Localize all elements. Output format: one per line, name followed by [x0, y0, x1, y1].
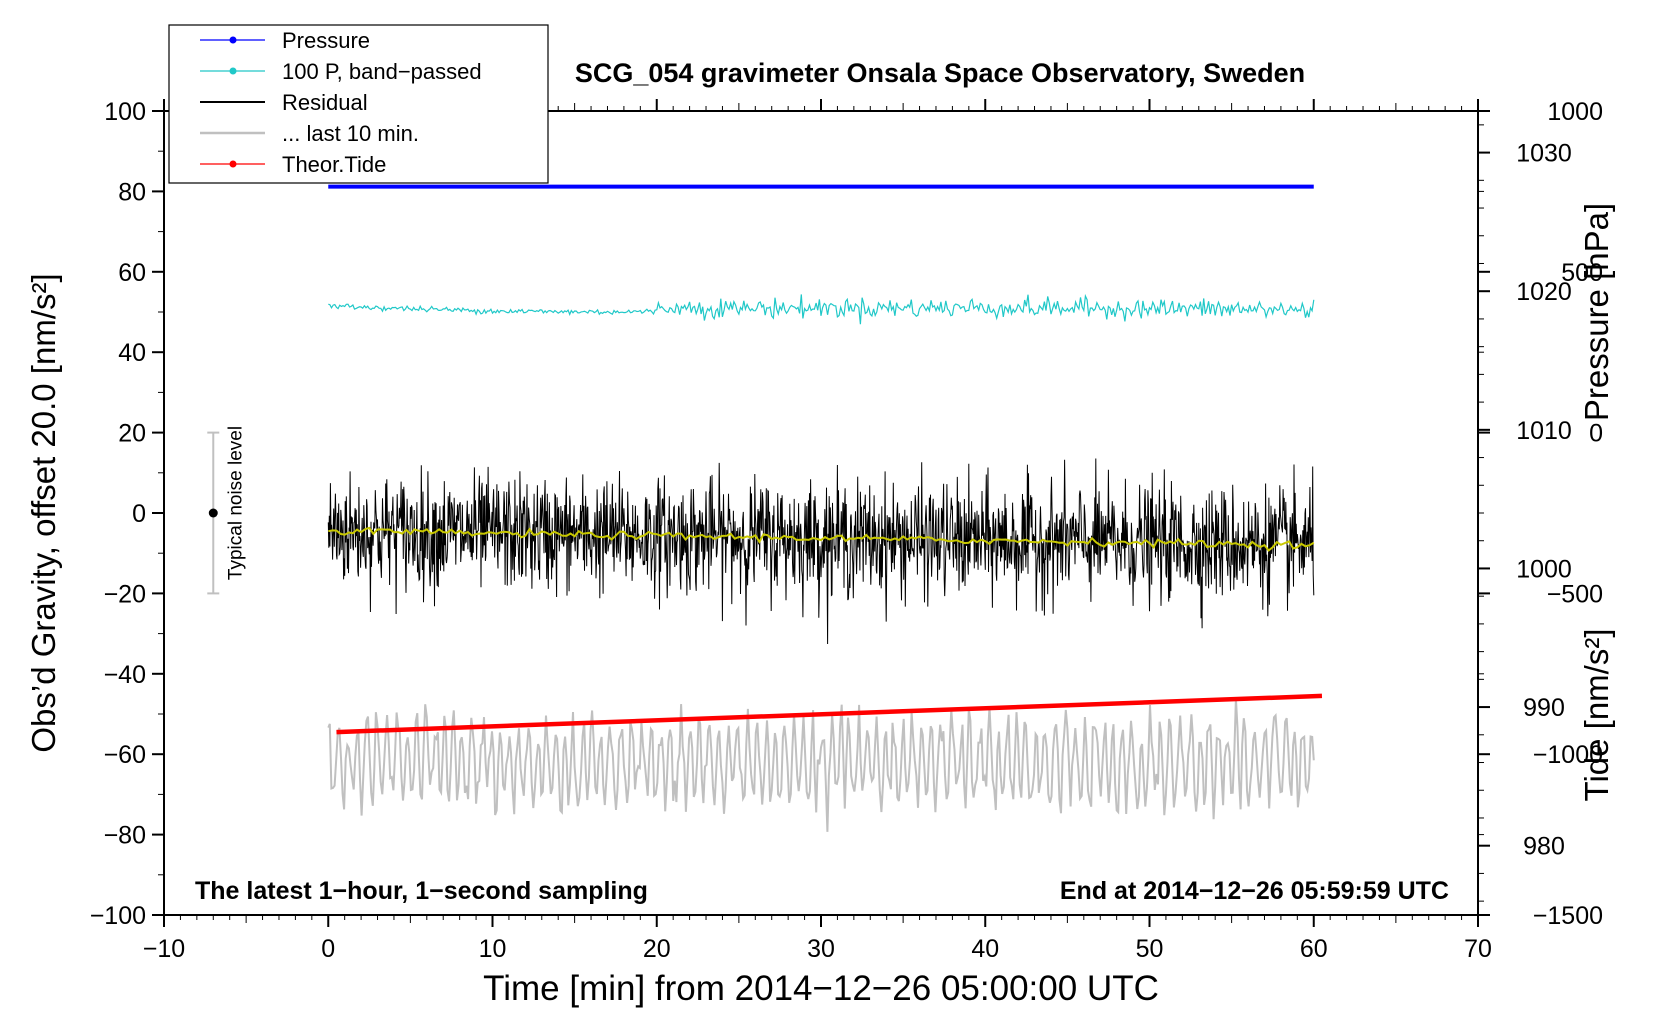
tide-axis-label: Tide [nm/s²] [1578, 629, 1615, 802]
y-tick-label: 0 [132, 500, 146, 528]
series-theor-tide [336, 693, 1323, 735]
tide-tick-label: 1000 [1547, 98, 1603, 126]
noise-bar-center-dot [208, 508, 218, 518]
legend-swatch-dot [229, 160, 237, 168]
legend: Pressure 100 P, band−passed Residual ... la… [168, 24, 549, 184]
tide-tick-label: −500 [1547, 580, 1603, 608]
series-last-10-min [327, 698, 1315, 832]
legend-label: ... last 10 min. [282, 121, 419, 146]
series-residual [327, 458, 1315, 645]
series-group [327, 184, 1323, 832]
legend-swatch-dot [229, 36, 237, 44]
y-tick-label: −80 [104, 822, 146, 850]
x-axis-ticks: −10 0 10 20 30 40 50 60 70 [143, 99, 1492, 963]
x-tick-label: 30 [807, 935, 835, 963]
series-band-passed [328, 293, 1315, 325]
x-tick-label: 50 [1136, 935, 1164, 963]
x-tick-label: 20 [643, 935, 671, 963]
legend-label: Theor.Tide [282, 152, 386, 177]
series-residual-smoothed [328, 526, 1315, 552]
y-axis-ticks: −100 −80 −60 −40 −20 0 20 40 60 80 100 [90, 98, 164, 930]
x-tick-label: 10 [479, 935, 507, 963]
pressure-tick-label: 990 [1523, 694, 1565, 722]
chart-title: SCG_054 gravimeter Onsala Space Observat… [575, 58, 1305, 88]
y-tick-label: 60 [118, 259, 146, 287]
tide-tick-label: −1000 [1533, 741, 1603, 769]
y-tick-label: 100 [104, 98, 146, 126]
pressure-tick-label: 1010 [1516, 417, 1572, 445]
legend-label: 100 P, band−passed [282, 59, 482, 84]
y-tick-label: −40 [104, 661, 146, 689]
pressure-tick-label: 1020 [1516, 278, 1572, 306]
x-tick-label: 70 [1464, 935, 1492, 963]
y-tick-label: −20 [104, 580, 146, 608]
pressure-tick-label: 1030 [1516, 140, 1572, 168]
y-axis-label: Obs’d Gravity, offset 20.0 [nm/s²] [25, 273, 62, 752]
sampling-annotation: The latest 1−hour, 1−second sampling [195, 877, 648, 905]
legend-box [168, 24, 549, 184]
y-tick-label: −60 [104, 741, 146, 769]
y-tick-label: 20 [118, 420, 146, 448]
end-time-annotation: End at 2014−12−26 05:59:59 UTC [1060, 877, 1449, 905]
tide-tick-label: 0 [1589, 420, 1603, 448]
y-tick-label: 80 [118, 178, 146, 206]
tide-tick-label: −1500 [1533, 902, 1603, 930]
legend-swatch-dot [229, 67, 237, 75]
pressure-axis-label: Pressure [hPa] [1578, 203, 1615, 421]
pressure-tick-label: 1000 [1516, 555, 1572, 583]
tide-axis-ticks: −1500 −1000 −500 0 500 1000 [1478, 98, 1603, 930]
x-tick-label: 40 [971, 935, 999, 963]
x-tick-label: 60 [1300, 935, 1328, 963]
y-tick-label: 40 [118, 339, 146, 367]
legend-label: Residual [282, 90, 368, 115]
noise-label: Typical noise level [225, 426, 246, 580]
pressure-tick-label: 980 [1523, 833, 1565, 861]
noise-indicator: Typical noise level [207, 426, 246, 595]
legend-label: Pressure [282, 28, 370, 53]
x-axis-label: Time [min] from 2014−12−26 05:00:00 UTC [483, 969, 1159, 1008]
x-tick-label: −10 [143, 935, 185, 963]
y-tick-label: −100 [90, 902, 146, 930]
tide-tick-label: 500 [1561, 259, 1603, 287]
x-tick-label: 0 [321, 935, 335, 963]
